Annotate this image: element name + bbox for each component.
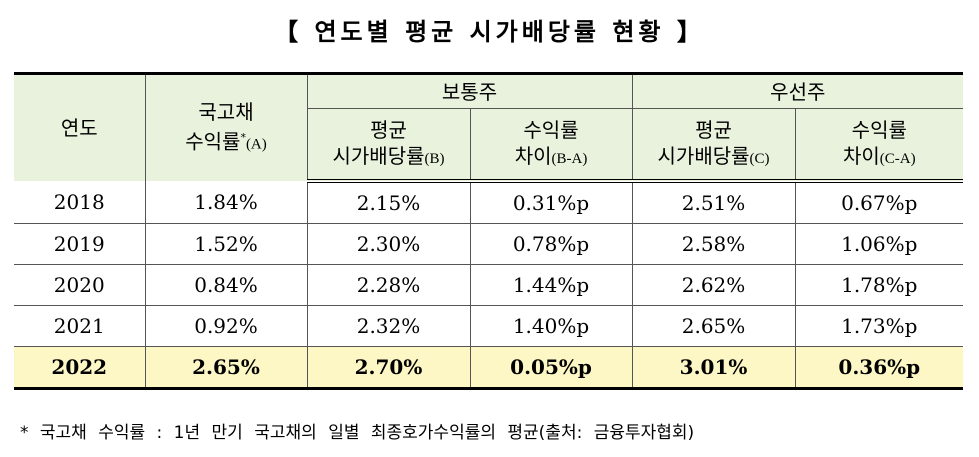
table-row: 2020 0.84% 2.28% 1.44%p 2.62% 1.78%p (14, 264, 964, 306)
table-cell: 1.73%p (794, 305, 964, 347)
header-preferred-avg: 평균 시가배당률(C) (631, 108, 796, 183)
table-cell: 1.06%p (794, 223, 964, 265)
table-cell: 0.05%p (469, 346, 633, 390)
table-cell: 2.58% (631, 223, 796, 265)
table-cell: 0.84% (144, 264, 308, 306)
table-cell: 2.65% (631, 305, 796, 347)
table-cell: 2020 (14, 264, 146, 306)
footnote: * 국고채 수익률 : 1년 만기 국고채의 일별 최종호가수익률의 평균(출처… (20, 423, 695, 443)
table-cell: 1.44%p (469, 264, 633, 306)
table-cell: 2021 (14, 305, 146, 347)
table-row: 2022 2.65% 2.70% 0.05%p 3.01% 0.36%p (14, 346, 964, 390)
table-cell: 1.84% (144, 181, 308, 224)
table-cell: 1.40%p (469, 305, 633, 347)
header-year: 연도 (14, 72, 146, 181)
table-cell: 2022 (14, 346, 146, 390)
table-cell: 2019 (14, 223, 146, 265)
header-common-stock: 보통주 (306, 72, 633, 109)
table-cell: 2.51% (631, 181, 796, 224)
table-cell: 3.01% (631, 346, 796, 390)
table-cell: 2.30% (306, 223, 471, 265)
table-cell: 2.65% (144, 346, 308, 390)
table-cell: 2.62% (631, 264, 796, 306)
header-bond-yield: 국고채 수익률*(A) (144, 72, 308, 181)
table-cell: 0.36%p (794, 346, 964, 390)
header-preferred-stock: 우선주 (631, 72, 964, 109)
table-cell: 1.78%p (794, 264, 964, 306)
table-row: 2018 1.84% 2.15% 0.31%p 2.51% 0.67%p (14, 181, 964, 224)
header-common-avg: 평균 시가배당률(B) (307, 108, 471, 183)
table-cell: 1.52% (144, 223, 308, 265)
table-row: 2019 1.52% 2.30% 0.78%p 2.58% 1.06%p (14, 223, 964, 265)
table-cell: 2.70% (306, 346, 471, 390)
table-cell: 2.15% (306, 181, 471, 224)
table-cell: 0.67%p (794, 181, 964, 224)
table-cell: 2.32% (306, 305, 471, 347)
table-cell: 0.78%p (469, 223, 633, 265)
table-cell: 2.28% (306, 264, 471, 306)
table-row: 2021 0.92% 2.32% 1.40%p 2.65% 1.73%p (14, 305, 964, 347)
table-cell: 0.92% (144, 305, 308, 347)
dividend-yield-table: 연도 국고채 수익률*(A) 보통주 우선주 평균 시가배당률(B) 수익률 차이(B… (14, 72, 964, 390)
table-cell: 0.31%p (469, 181, 633, 224)
header-common-diff: 수익률 차이(B-A) (469, 108, 633, 183)
table-cell: 2018 (14, 181, 146, 224)
page-title: 【 연도별 평균 시가배당률 현황 】 (274, 18, 705, 46)
header-preferred-diff: 수익률 차이(C-A) (794, 108, 964, 183)
